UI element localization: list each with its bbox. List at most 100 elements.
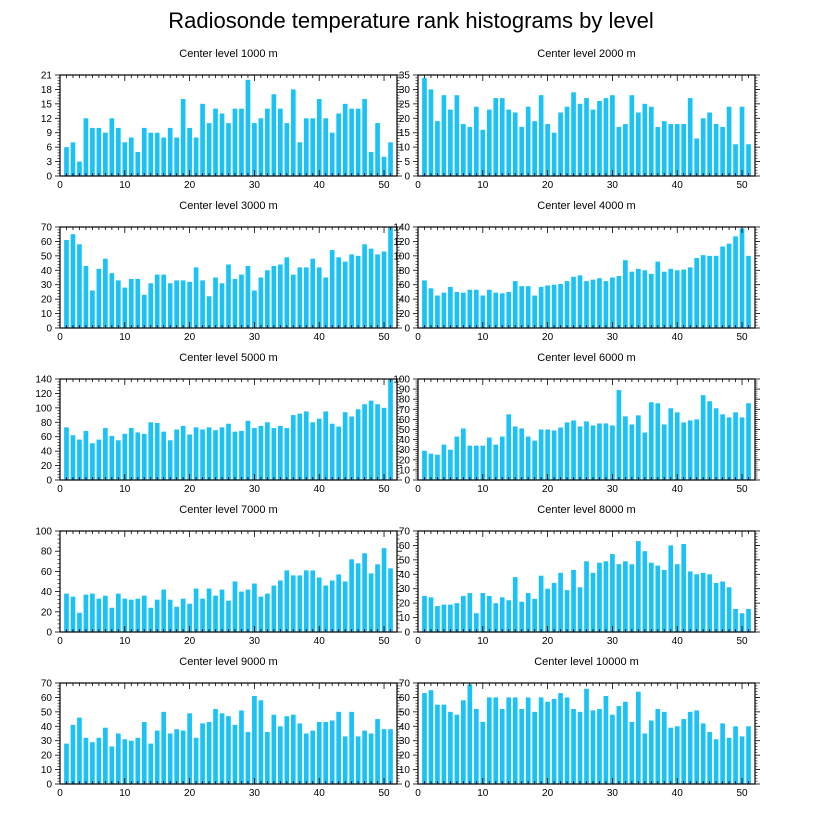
histogram-bar bbox=[193, 737, 199, 784]
histogram-bar bbox=[148, 283, 154, 328]
histogram-bar bbox=[616, 706, 622, 784]
histogram-bar bbox=[161, 711, 167, 784]
histogram-bar bbox=[661, 424, 667, 480]
histogram-bar bbox=[694, 574, 700, 632]
histogram-bar bbox=[323, 118, 329, 176]
panel-title: Center level 7000 m bbox=[179, 504, 277, 516]
histogram-bar bbox=[161, 431, 167, 480]
y-tick-label: 20 bbox=[399, 751, 411, 762]
histogram-bar bbox=[187, 603, 192, 632]
histogram-bar bbox=[122, 598, 128, 632]
histogram-bar bbox=[239, 710, 244, 784]
histogram-bar bbox=[428, 597, 434, 632]
histogram-bar bbox=[70, 596, 76, 632]
histogram-bar bbox=[564, 281, 570, 328]
y-tick-label: 40 bbox=[399, 570, 411, 581]
histogram-bar bbox=[473, 708, 479, 784]
histogram-bar bbox=[642, 270, 648, 328]
histogram-bar bbox=[64, 147, 69, 176]
histogram-bar bbox=[96, 127, 102, 176]
histogram-bar bbox=[726, 417, 732, 480]
histogram-bar bbox=[571, 569, 576, 632]
histogram-bar bbox=[538, 95, 544, 176]
x-tick-label: 30 bbox=[607, 180, 619, 191]
y-tick-label: 50 bbox=[399, 425, 411, 436]
y-tick-label: 40 bbox=[41, 266, 53, 277]
histogram-bar bbox=[700, 723, 706, 784]
histogram-bar bbox=[461, 700, 466, 784]
y-tick-label: 30 bbox=[41, 280, 53, 291]
panel-3: Center level 3000 m 0 10 20 30 40 50 0 10 20 30 40 5… bbox=[41, 200, 402, 343]
histogram-bar bbox=[480, 445, 486, 480]
histogram-bar bbox=[642, 103, 648, 176]
histogram-bar bbox=[525, 593, 531, 632]
x-tick-label: 50 bbox=[378, 788, 390, 799]
histogram-bar bbox=[141, 127, 147, 176]
histogram-bar bbox=[486, 595, 492, 632]
histogram-bar bbox=[226, 716, 231, 784]
histogram-bar bbox=[323, 721, 329, 784]
histogram-bar bbox=[422, 693, 427, 784]
histogram-bar bbox=[64, 427, 69, 480]
histogram-bar bbox=[422, 77, 427, 176]
histogram-bar bbox=[603, 561, 609, 632]
histogram-bar bbox=[538, 575, 544, 632]
histogram-bar bbox=[648, 106, 654, 176]
histogram-bar bbox=[141, 721, 147, 784]
chart-main-title: Radiosonde temperature rank histograms b… bbox=[168, 8, 654, 33]
histogram-bar bbox=[506, 414, 512, 480]
y-tick-label: 40 bbox=[399, 722, 411, 733]
histogram-bar bbox=[128, 278, 134, 328]
histogram-bar bbox=[486, 697, 492, 784]
histogram-bar bbox=[525, 286, 531, 328]
histogram-bar bbox=[90, 443, 95, 480]
histogram-bar bbox=[115, 440, 121, 480]
x-tick-label: 40 bbox=[672, 636, 684, 647]
histogram-bar bbox=[746, 255, 751, 328]
histogram-bar bbox=[368, 248, 374, 328]
histogram-bar bbox=[329, 423, 335, 480]
histogram-bar bbox=[154, 423, 160, 480]
histogram-bar bbox=[616, 564, 622, 632]
histogram-bar bbox=[187, 713, 192, 784]
histogram-bar bbox=[707, 112, 712, 176]
y-tick-label: 60 bbox=[399, 415, 411, 426]
panel-title: Center level 2000 m bbox=[537, 48, 635, 60]
histogram-bar bbox=[506, 697, 512, 784]
histogram-bar bbox=[538, 697, 544, 784]
histogram-bar bbox=[90, 127, 95, 176]
histogram-bar bbox=[284, 123, 290, 176]
histogram-bar bbox=[226, 123, 231, 176]
histogram-bar bbox=[668, 727, 674, 784]
y-tick-label: 30 bbox=[399, 584, 411, 595]
y-tick-label: 100 bbox=[393, 375, 410, 386]
x-tick-label: 40 bbox=[672, 484, 684, 495]
histogram-bar bbox=[368, 400, 374, 480]
y-tick-label: 20 bbox=[399, 309, 411, 320]
histogram-bar bbox=[720, 126, 725, 176]
histogram-bar bbox=[96, 737, 102, 784]
histogram-bar bbox=[77, 612, 82, 632]
histogram-bar bbox=[674, 270, 680, 328]
histogram-bar bbox=[381, 407, 387, 480]
histogram-bar bbox=[610, 95, 615, 176]
y-tick-label: 35 bbox=[399, 71, 411, 82]
histogram-bar bbox=[252, 428, 257, 480]
x-tick-label: 40 bbox=[314, 332, 326, 343]
histogram-bar bbox=[336, 426, 342, 480]
histogram-bar bbox=[681, 543, 687, 632]
panel-title: Center level 9000 m bbox=[179, 656, 277, 668]
histogram-bar bbox=[161, 589, 167, 632]
histogram-bar bbox=[733, 726, 738, 784]
x-tick-label: 0 bbox=[415, 788, 421, 799]
histogram-bar bbox=[610, 714, 615, 784]
histogram-bar bbox=[271, 585, 277, 632]
histogram-bar bbox=[623, 416, 628, 480]
y-tick-label: 15 bbox=[41, 99, 53, 110]
histogram-bar bbox=[603, 423, 609, 480]
histogram-bar bbox=[584, 98, 589, 176]
histogram-bar bbox=[206, 721, 212, 784]
y-tick-label: 20 bbox=[41, 461, 53, 472]
histogram-bar bbox=[532, 121, 537, 176]
histogram-bar bbox=[545, 701, 550, 784]
